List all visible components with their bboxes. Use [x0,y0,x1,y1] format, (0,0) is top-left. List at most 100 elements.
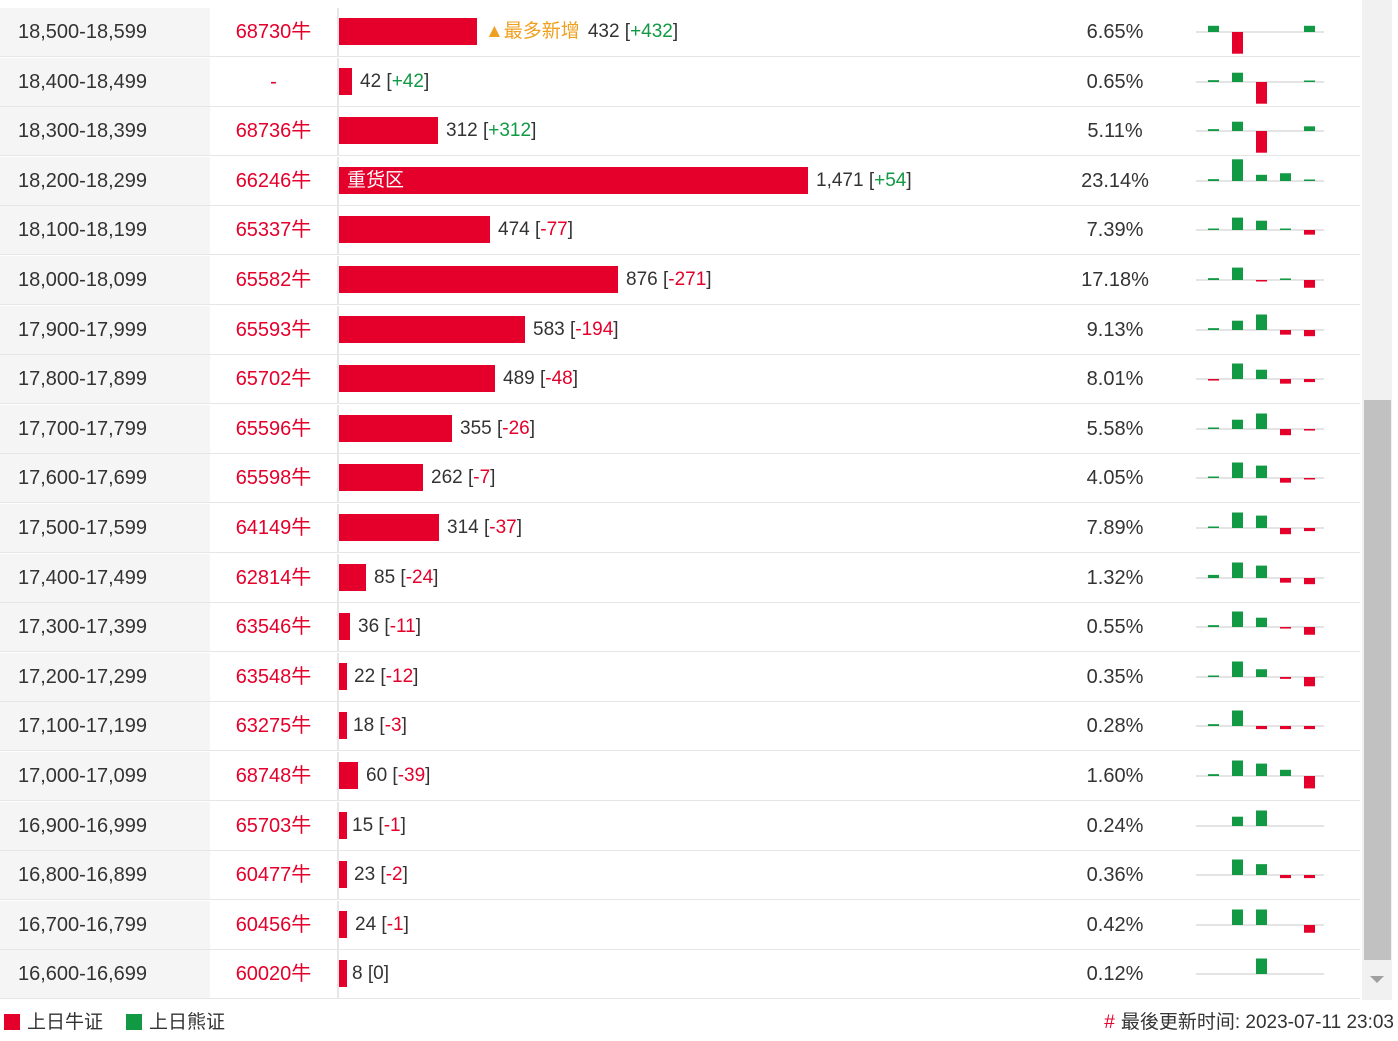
quantity-change: -24 [405,566,434,588]
scroll-down-arrow-icon[interactable] [1368,972,1386,986]
quantity-text: 23 [-2] [354,864,408,886]
warrant-code-link[interactable]: 65582牛 [210,256,337,304]
sparkline-bar [1256,314,1267,330]
quantity-text: ▲最多新增 432 [+432] [485,21,679,42]
column-divider [337,652,339,701]
warrant-code-link[interactable]: 63546牛 [210,603,337,652]
warrant-code-link[interactable]: 65702牛 [210,355,337,404]
warrant-code-link[interactable]: 65598牛 [210,454,337,503]
quantity-value: 474 [498,219,530,241]
quantity-text: 876 [-271] [626,269,712,290]
daily-change-sparkline [1196,901,1324,949]
quantity-bar [339,67,352,95]
sparkline-bar [1280,428,1291,435]
warrant-code-link[interactable]: 65337牛 [210,206,337,255]
sparkline-bar [1304,528,1315,532]
warrant-code-link[interactable]: 60456牛 [210,900,337,949]
quantity-bar [339,266,618,293]
warrant-code-link[interactable]: 62814牛 [210,553,337,602]
sparkline-bar [1208,574,1219,578]
sparkline-bar [1232,419,1243,429]
quantity-value: 876 [626,269,658,290]
sparkline-svg [1196,562,1324,584]
quantity-change: -1 [386,913,404,935]
sparkline-bar [1280,627,1291,629]
sparkline-svg [1196,413,1324,435]
sparkline-bar [1208,129,1219,132]
sparkline-svg [1196,859,1324,879]
column-divider [337,8,339,56]
price-range-cell: 17,900-17,999 [0,305,210,354]
sparkline-bar [1256,465,1267,479]
column-divider [337,206,339,255]
sparkline-bar [1280,478,1291,484]
warrant-code-link[interactable]: 64149牛 [210,504,337,552]
quantity-text: 474 [-77] [498,219,574,241]
sparkline-svg [1196,760,1324,789]
sparkline-bar [1232,760,1243,776]
quantity-change: -48 [545,368,573,390]
quantity-change: -12 [385,665,414,687]
percentage-cell: 23.14% [1081,169,1149,192]
price-range-cell: 16,800-16,899 [0,851,210,900]
quantity-bar: 重货区 [339,166,808,194]
sparkline-bar [1208,228,1219,231]
price-range-cell: 17,600-17,699 [0,454,210,503]
warrant-code-link[interactable]: 65596牛 [210,404,337,453]
quantity-value: 23 [354,864,376,886]
table-row: 17,100-17,199 63275牛 18 [-3] 0.28% [0,702,1360,752]
table-row: 17,500-17,599 64149牛 314 [-37] 7.89% [0,504,1360,553]
sparkline-svg [1196,810,1324,827]
quantity-value: 15 [352,814,374,836]
warrant-code-link[interactable]: 63275牛 [210,702,337,751]
sparkline-bar [1280,329,1291,335]
warrant-code-link[interactable]: 65703牛 [210,801,337,850]
sparkline-svg [1196,909,1324,933]
sparkline-bar [1232,909,1243,925]
warrant-code-link[interactable]: 68736牛 [210,107,337,156]
quantity-text: 355 [-26] [460,417,536,439]
percentage-cell: 0.36% [1086,864,1144,887]
quantity-value: 1,471 [816,169,864,191]
percentage-cell: 9.13% [1086,318,1144,341]
daily-change-sparkline [1196,454,1324,502]
sparkline-bar [1280,676,1291,679]
sparkline-bar [1304,126,1315,132]
sparkline-bar [1208,25,1219,32]
warrant-code-link[interactable]: 65593牛 [210,305,337,354]
quantity-bar [339,960,347,988]
percentage-cell: 0.42% [1086,913,1144,936]
warrant-code-link[interactable]: 66246牛 [210,156,337,205]
warrant-code-link[interactable]: 63548牛 [210,652,337,701]
column-divider [337,801,339,850]
sparkline-bar [1232,159,1243,181]
quantity-value: 314 [447,517,479,538]
percentage-cell: 7.39% [1086,219,1144,242]
quantity-text: 489 [-48] [503,368,579,390]
percentage-cell: 4.05% [1086,467,1144,490]
sparkline-bar [1304,726,1315,730]
price-range-cell: 17,100-17,199 [0,702,210,751]
warrant-code-link[interactable]: 68748牛 [210,752,337,800]
warrant-code-link[interactable]: 60477牛 [210,851,337,900]
warrant-code-link[interactable]: 68730牛 [210,8,337,56]
quantity-change: +54 [874,169,907,191]
quantity-change: +312 [488,120,532,142]
quantity-bar [339,414,452,442]
sparkline-bar [1256,174,1267,181]
quantity-value: 22 [354,665,376,687]
sparkline-bar [1304,280,1315,288]
quantity-change: +432 [630,21,673,42]
daily-change-sparkline [1196,504,1324,552]
percentage-cell: 0.12% [1086,963,1144,986]
table-row: 17,800-17,899 65702牛 489 [-48] 8.01% [0,355,1360,405]
daily-change-sparkline [1196,950,1324,998]
percentage-cell: 8.01% [1086,368,1144,391]
table-row: 18,300-18,399 68736牛 312 [+312] 5.11% [0,107,1360,157]
quantity-change: -77 [540,219,568,241]
warrant-code-link[interactable]: 60020牛 [210,950,337,999]
legend-bear: 上日熊证 [126,1005,225,1041]
scrollbar-thumb[interactable] [1364,400,1391,960]
legend-bull-label: 上日牛证 [27,1012,104,1033]
percentage-cell: 5.58% [1086,417,1144,440]
